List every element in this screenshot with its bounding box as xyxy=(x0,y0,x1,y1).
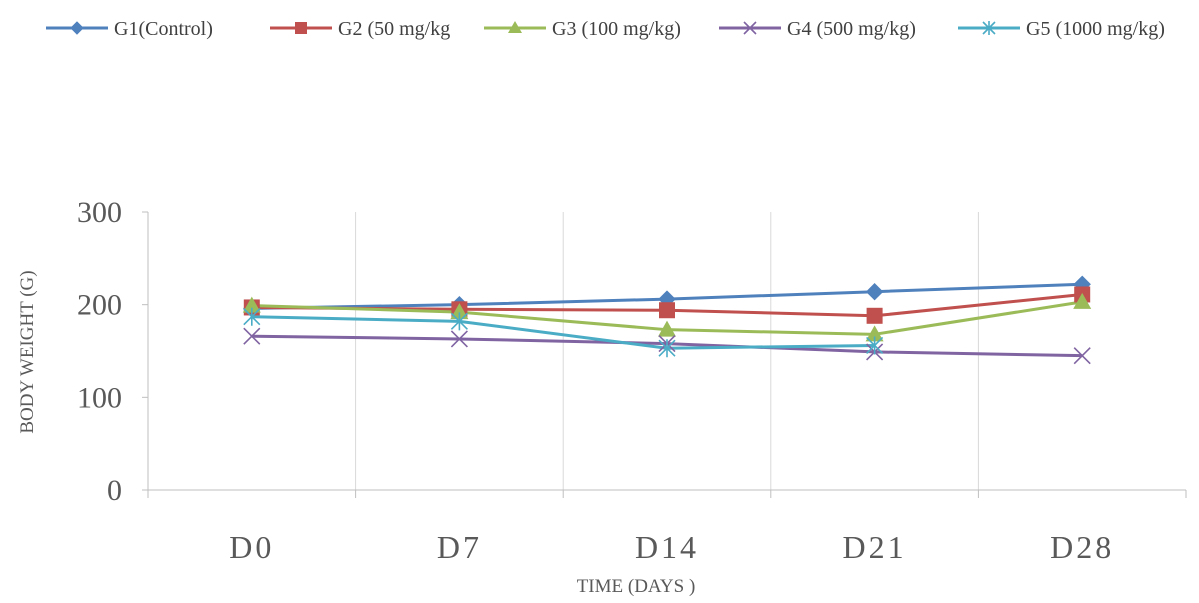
data-point-g3 xyxy=(450,303,469,320)
data-point-g1 xyxy=(865,282,884,301)
data-point-g4 xyxy=(243,327,261,345)
axes xyxy=(142,211,1187,498)
legend-marker xyxy=(508,21,522,33)
legend-marker xyxy=(70,21,84,35)
grid xyxy=(355,212,979,490)
data-point-g3 xyxy=(865,325,884,342)
legend-marker xyxy=(982,21,996,35)
data-point-g5 xyxy=(243,307,261,326)
y-tick-label: 100 xyxy=(77,381,122,414)
y-tick-label: 300 xyxy=(77,196,122,229)
legend-label: G3 (100 mg/kg) xyxy=(552,18,681,40)
data-point-g4 xyxy=(1073,347,1091,365)
legend-marker xyxy=(743,21,757,35)
legend-label: G5 (1000 mg/kg) xyxy=(1026,18,1165,40)
data-point-g5 xyxy=(866,336,884,355)
y-tick-label: 200 xyxy=(77,289,122,322)
legend-item-g1: G1(Control) xyxy=(46,18,213,40)
series-markers xyxy=(242,275,1092,365)
series-line-g5 xyxy=(251,315,875,350)
data-point-g5 xyxy=(450,312,468,331)
legend-item-g4: G4 (500 mg/kg) xyxy=(719,18,916,40)
data-point-g2 xyxy=(659,302,675,319)
x-axis-ticks: D0 D7 D14 D21 D28 xyxy=(229,529,1114,565)
legend-item-g3: G3 (100 mg/kg) xyxy=(484,18,681,40)
x-tick-label: D7 xyxy=(437,529,482,565)
data-point-g5 xyxy=(658,339,676,358)
y-axis-label: BODY WEIGHT (G) xyxy=(17,270,38,433)
legend-item-g2: G2 (50 mg/kg xyxy=(270,18,450,40)
data-point-g2 xyxy=(866,307,883,324)
legend-marker xyxy=(295,22,307,34)
legend: G1(Control) G2 (50 mg/kg G3 (100 mg/kg) G4 … xyxy=(46,18,1165,40)
legend-label: G4 (500 mg/kg) xyxy=(787,18,916,40)
legend-item-g5: G5 (1000 mg/kg) xyxy=(958,18,1165,40)
x-axis-label: TIME (DAYS ) xyxy=(577,576,696,597)
legend-label: G2 (50 mg/kg xyxy=(338,18,450,40)
x-tick-label: D14 xyxy=(635,529,699,565)
data-point-g3 xyxy=(242,296,261,313)
y-tick-label: 0 xyxy=(107,474,122,507)
y-axis-ticks: 0 100 200 300 xyxy=(77,196,122,507)
x-tick-label: D0 xyxy=(229,529,274,565)
x-tick-label: D21 xyxy=(843,529,907,565)
x-tick-label: D28 xyxy=(1050,529,1114,565)
legend-label: G1(Control) xyxy=(114,18,213,40)
data-point-g3 xyxy=(658,320,676,337)
data-point-g4 xyxy=(450,330,468,348)
data-point-g3 xyxy=(1073,292,1092,309)
